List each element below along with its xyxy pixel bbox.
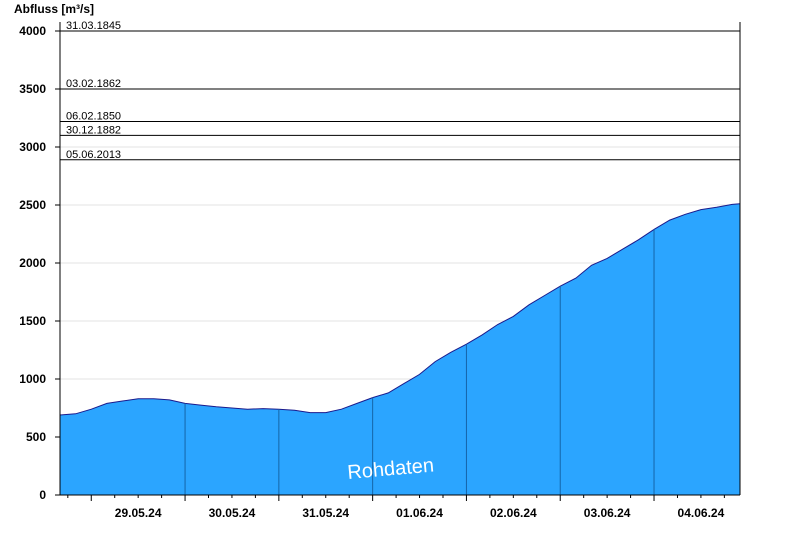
area-layer [59, 203, 741, 496]
reference-label-4: 05.06.2013 [66, 149, 121, 161]
y-tick-label-4000: 4000 [19, 24, 46, 38]
y-tick-label-1500: 1500 [19, 314, 46, 328]
y-tick-label-0: 0 [39, 488, 46, 502]
x-tick-label-3: 01.06.24 [396, 506, 443, 520]
x-tick-label-2: 31.05.24 [302, 506, 349, 520]
y-axis-title: Abfluss [m³/s] [14, 2, 94, 16]
axis-layer: 0 500 1000 1500 2000 2500 3000 3500 4000 29.05.24… [19, 22, 741, 520]
reference-label-2: 06.02.1850 [66, 110, 121, 122]
x-tick-label-1: 30.05.24 [209, 506, 256, 520]
y-tick-label-3500: 3500 [19, 82, 46, 96]
y-tick-label-1000: 1000 [19, 372, 46, 386]
reference-label-1: 03.02.1862 [66, 78, 121, 90]
reference-label-3: 30.12.1882 [66, 124, 121, 136]
day-divider-layer [184, 229, 655, 495]
x-tick-label-0: 29.05.24 [115, 506, 162, 520]
x-tick-label-5: 03.06.24 [584, 506, 631, 520]
y-tick-label-2500: 2500 [19, 198, 46, 212]
reference-label-0: 31.03.1845 [66, 20, 121, 32]
x-tick-label-6: 04.06.24 [678, 506, 725, 520]
discharge-line [59, 203, 741, 416]
reference-line-layer: 31.03.1845 03.02.1862 06.02.1850 30.12.1882… [60, 20, 740, 161]
x-tick-label-4: 02.06.24 [490, 506, 537, 520]
y-tick-label-500: 500 [26, 430, 46, 444]
discharge-area [60, 203, 740, 496]
y-tick-label-2000: 2000 [19, 256, 46, 270]
y-tick-label-3000: 3000 [19, 140, 46, 154]
